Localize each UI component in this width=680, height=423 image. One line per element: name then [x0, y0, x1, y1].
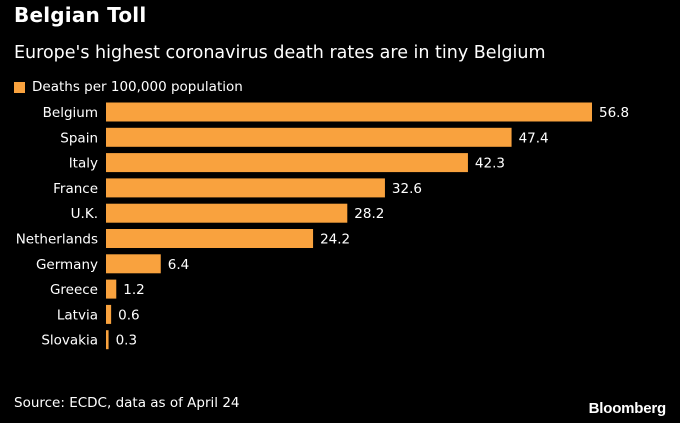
bloomberg-logo: Bloomberg [588, 400, 667, 417]
bar [106, 254, 161, 274]
bar [106, 279, 117, 299]
value-label: 24.2 [320, 232, 350, 248]
category-label: Belgium [43, 105, 98, 121]
category-label: U.K. [71, 206, 98, 222]
value-label: 42.3 [475, 156, 505, 172]
bar [106, 178, 385, 198]
value-label: 47.4 [519, 130, 549, 146]
bar [106, 203, 348, 223]
bar [106, 153, 468, 173]
category-label: Italy [69, 156, 98, 172]
value-label: 56.8 [599, 105, 629, 121]
category-label: Slovakia [41, 333, 98, 349]
bar [106, 229, 314, 248]
bar [106, 330, 109, 350]
bar [106, 127, 512, 147]
category-label: Greece [50, 282, 98, 298]
category-label: France [53, 181, 98, 197]
chart-legend: Deaths per 100,000 population [14, 79, 243, 95]
source-note: Source: ECDC, data as of April 24 [14, 395, 240, 411]
value-label: 1.2 [123, 282, 144, 298]
value-label: 32.6 [392, 181, 422, 197]
legend-swatch [14, 81, 25, 93]
value-label: 0.6 [118, 307, 139, 323]
bar [106, 304, 112, 324]
value-label: 28.2 [354, 206, 384, 222]
value-label: 6.4 [168, 257, 189, 273]
bar [106, 102, 592, 122]
category-label: Netherlands [16, 232, 98, 248]
value-label: 0.3 [116, 333, 137, 349]
category-label: Germany [36, 257, 98, 273]
chart-subtitle: Europe's highest coronavirus death rates… [14, 43, 546, 63]
legend-label: Deaths per 100,000 population [32, 79, 243, 95]
category-label: Latvia [57, 307, 98, 323]
chart-title: Belgian Toll [14, 3, 147, 27]
category-label: Spain [60, 130, 98, 146]
